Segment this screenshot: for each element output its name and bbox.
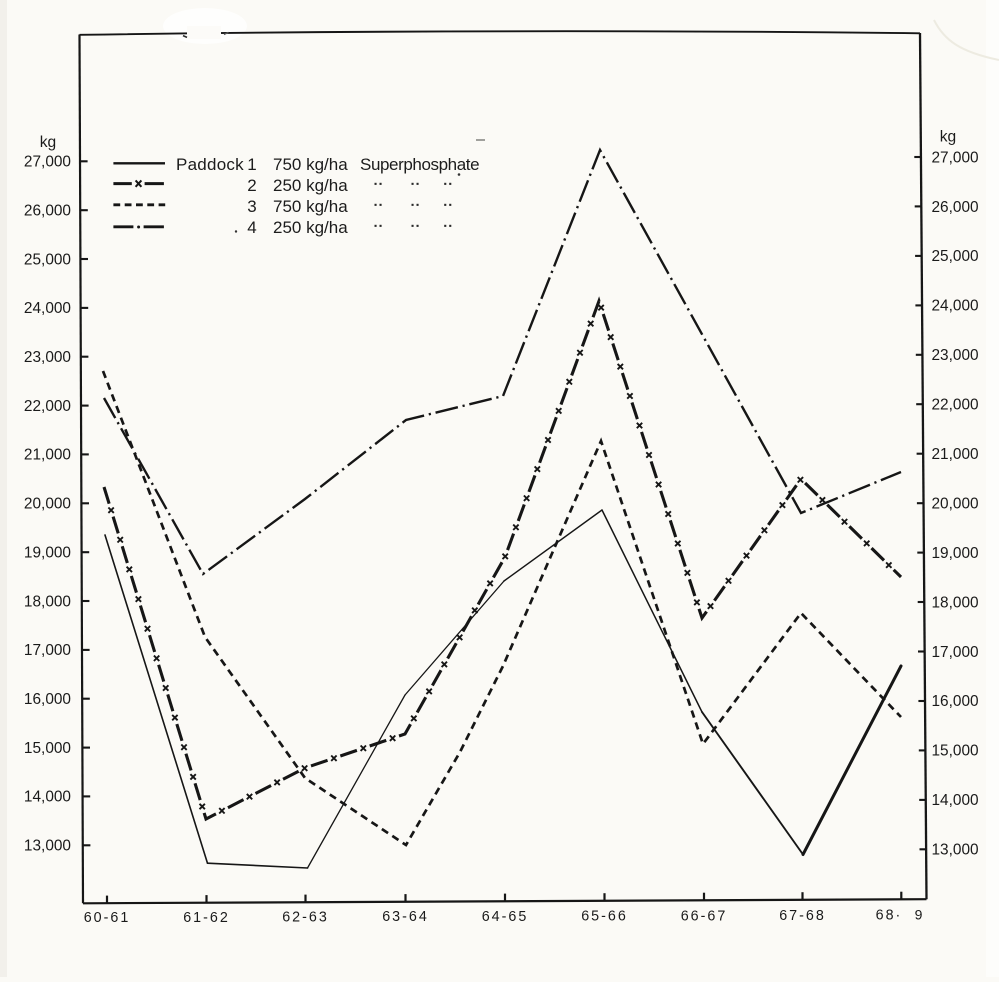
svg-text:27,000: 27,000 <box>932 149 979 166</box>
svg-text:kg: kg <box>940 129 956 146</box>
svg-text:24,000: 24,000 <box>24 300 71 317</box>
svg-text:23,000: 23,000 <box>24 349 71 366</box>
svg-text:14,000: 14,000 <box>932 792 979 809</box>
svg-text:25,000: 25,000 <box>932 248 979 265</box>
svg-text:26,000: 26,000 <box>932 199 979 216</box>
svg-text:750 kg/ha: 750 kg/ha <box>273 155 348 174</box>
svg-text:22,000: 22,000 <box>24 398 71 415</box>
svg-text:19,000: 19,000 <box>24 545 71 562</box>
svg-text:14,000: 14,000 <box>24 789 71 806</box>
svg-text:25,000: 25,000 <box>24 251 71 268</box>
svg-text:18,000: 18,000 <box>932 594 979 611</box>
svg-text:19,000: 19,000 <box>932 545 979 562</box>
svg-text:18,000: 18,000 <box>24 593 71 610</box>
svg-text:24,000: 24,000 <box>932 298 979 315</box>
svg-text:64-65: 64-65 <box>482 909 529 925</box>
svg-text:17,000: 17,000 <box>24 642 71 659</box>
svg-text:26,000: 26,000 <box>24 203 71 220</box>
svg-text:4: 4 <box>247 218 256 237</box>
svg-text:2: 2 <box>247 176 256 195</box>
svg-text:9: 9 <box>915 906 923 922</box>
svg-text:60-61: 60-61 <box>84 910 131 926</box>
svg-text:67-68: 67-68 <box>779 908 826 924</box>
svg-text:23,000: 23,000 <box>932 347 979 364</box>
svg-text:13,000: 13,000 <box>932 842 979 859</box>
svg-text:20,000: 20,000 <box>24 496 71 513</box>
svg-text:66-67: 66-67 <box>681 908 728 924</box>
svg-text:65-66: 65-66 <box>581 909 628 925</box>
svg-text:17,000: 17,000 <box>932 644 979 661</box>
svg-text:1: 1 <box>247 155 256 174</box>
svg-text:21,000: 21,000 <box>932 446 979 463</box>
svg-text:16,000: 16,000 <box>932 693 979 710</box>
svg-text:62-63: 62-63 <box>282 910 329 926</box>
svg-text:15,000: 15,000 <box>24 740 71 757</box>
svg-text:15,000: 15,000 <box>932 743 979 760</box>
svg-text:Superphosphate: Superphosphate <box>360 155 479 174</box>
svg-text:21,000: 21,000 <box>24 447 71 464</box>
svg-text:3: 3 <box>247 197 256 216</box>
svg-text:22,000: 22,000 <box>932 397 979 414</box>
svg-text:Paddock: Paddock <box>176 155 244 174</box>
svg-text:68·: 68· <box>876 908 903 924</box>
svg-text:16,000: 16,000 <box>24 691 71 708</box>
svg-text:13,000: 13,000 <box>24 838 71 855</box>
svg-text:27,000: 27,000 <box>24 154 71 171</box>
svg-text:20,000: 20,000 <box>932 496 979 513</box>
svg-text:kg: kg <box>40 134 56 151</box>
svg-text:250 kg/ha: 250 kg/ha <box>273 176 348 195</box>
svg-text:250 kg/ha: 250 kg/ha <box>273 218 348 237</box>
svg-text:750 kg/ha: 750 kg/ha <box>273 197 348 216</box>
svg-text:63-64: 63-64 <box>382 909 429 925</box>
svg-text:61-62: 61-62 <box>183 910 230 926</box>
